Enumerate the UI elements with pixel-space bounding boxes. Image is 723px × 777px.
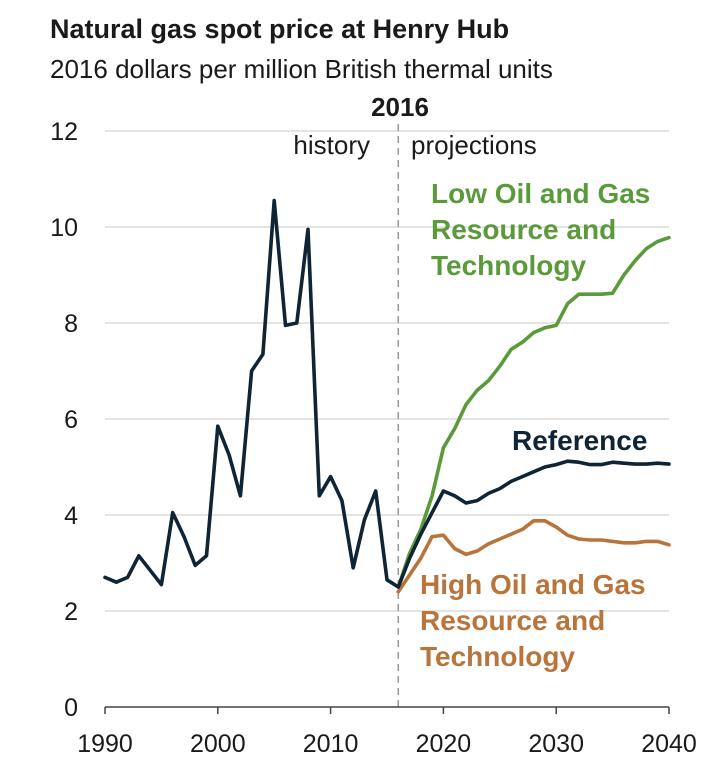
gridlines	[105, 130, 669, 612]
x-tick-label: 2020	[416, 730, 472, 758]
x-tick-label: 2040	[641, 730, 697, 758]
y-tick-label: 4	[64, 502, 78, 530]
series-lines	[103, 198, 671, 594]
y-tick-label: 6	[64, 406, 78, 434]
y-tick-label: 12	[50, 118, 78, 146]
y-tick-label: 2	[64, 598, 78, 626]
y-tick-label: 10	[50, 214, 78, 242]
reference-series-label: Reference	[512, 425, 647, 456]
high-series-label: High Oil and Gas Resource and Technology	[420, 569, 653, 672]
y-tick-label: 8	[64, 310, 78, 338]
series-line-low	[396, 235, 671, 589]
x-tick-label: 2010	[303, 730, 359, 758]
series-line-high	[396, 518, 671, 594]
divider-year-label: 2016	[371, 92, 429, 122]
chart-subtitle: 2016 dollars per million British thermal…	[50, 54, 553, 84]
projections-label: projections	[411, 130, 537, 160]
series-line-history	[103, 198, 401, 589]
axes: 0 2 4 6 8 10 12 1990 2000 2010 2020 2030 2040	[50, 118, 697, 758]
low-series-label: Low Oil and Gas Resource and Technology	[431, 178, 658, 281]
labels: 2016 history projections Low Oil and Gas…	[293, 92, 658, 672]
x-tick-label: 1990	[77, 730, 133, 758]
y-tick-label: 0	[64, 694, 78, 722]
chart-title: Natural gas spot price at Henry Hub	[50, 14, 510, 44]
x-tick-label: 2030	[528, 730, 584, 758]
series-line-reference	[396, 459, 671, 589]
history-label: history	[293, 130, 370, 160]
x-tick-label: 2000	[190, 730, 246, 758]
